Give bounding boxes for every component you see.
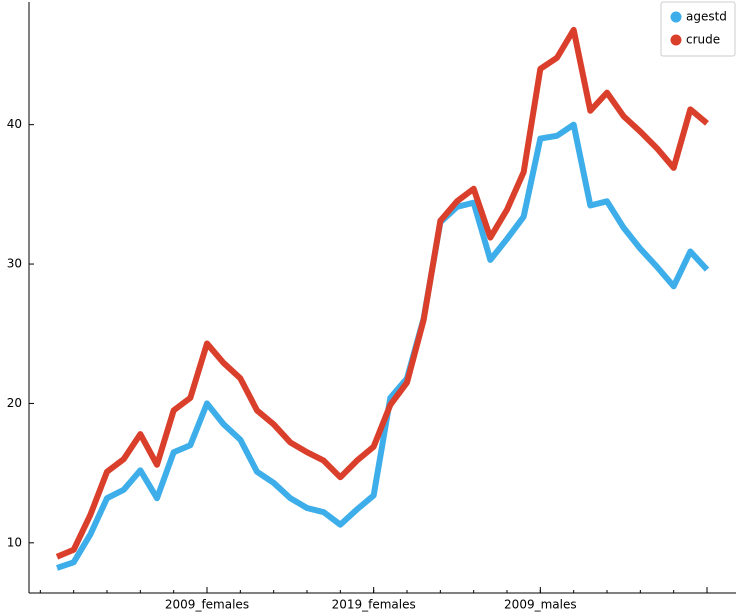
y-tick-label: 10 bbox=[7, 535, 22, 549]
x-tick-label: 2009_males bbox=[504, 598, 577, 612]
y-tick-label: 40 bbox=[7, 117, 22, 131]
x-tick-label: 2019_females bbox=[332, 598, 416, 612]
legend-marker bbox=[670, 11, 682, 23]
y-tick-label: 20 bbox=[7, 396, 22, 410]
legend-label: crude bbox=[686, 33, 720, 47]
legend-marker bbox=[670, 34, 682, 46]
series-line bbox=[56, 121, 710, 571]
x-tick-label: 2009_females bbox=[165, 598, 249, 612]
legend-label: agestd bbox=[686, 10, 727, 24]
y-tick-label: 30 bbox=[7, 257, 22, 271]
series-line bbox=[55, 26, 709, 560]
